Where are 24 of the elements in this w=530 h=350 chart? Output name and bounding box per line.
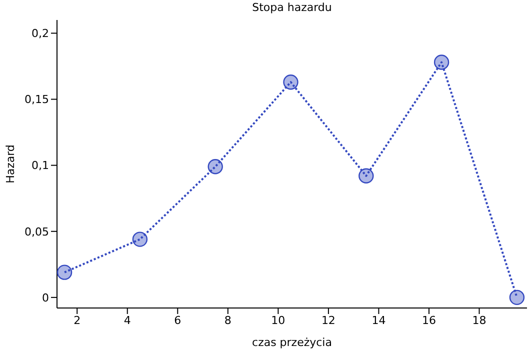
x-tick-label: 8 — [224, 314, 232, 327]
y-tick-label: 0,05 — [24, 225, 49, 238]
x-tick-label: 6 — [174, 314, 182, 327]
y-tick-label: 0,2 — [32, 27, 49, 40]
y-axis-title: Hazard — [4, 144, 17, 184]
x-tick-label: 4 — [124, 314, 131, 327]
point — [283, 74, 298, 90]
x-tick-label: 18 — [472, 314, 486, 327]
x-tick-label: 12 — [321, 314, 336, 327]
point — [358, 168, 374, 184]
point — [434, 54, 450, 70]
chart-title: Stopa hazardu — [251, 1, 333, 14]
y-tick-label: 0 — [42, 291, 49, 304]
point — [132, 232, 148, 247]
point — [509, 290, 525, 306]
x-tick-label: 16 — [422, 314, 436, 327]
point — [57, 264, 72, 280]
y-tick-label: 0,15 — [24, 93, 49, 106]
y-tick-label: 0,1 — [32, 159, 49, 172]
x-tick-label: 2 — [74, 314, 81, 327]
point — [208, 159, 223, 174]
x-axis-title: czas przeżycia — [252, 336, 332, 349]
x-tick-label: 14 — [372, 314, 386, 327]
x-tick-label: 10 — [271, 314, 286, 327]
